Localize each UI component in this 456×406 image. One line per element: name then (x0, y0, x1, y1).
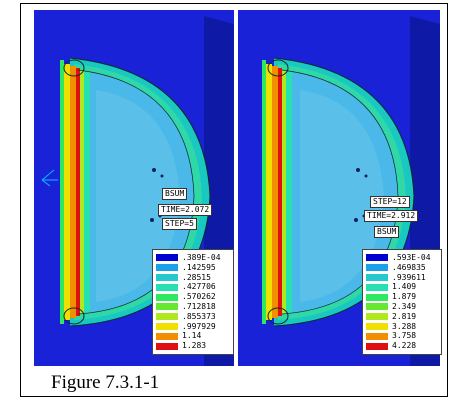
label-step: STEP=12 (370, 196, 410, 208)
dome-outline (69, 57, 211, 327)
bottom-hinge (267, 307, 289, 325)
figure-frame: BSUM TIME=2.072 STEP=5 .389E-04 .142595 … (20, 3, 448, 397)
dome-outline (273, 57, 415, 327)
legend-row: 2.349 (366, 302, 438, 312)
legend-row: .469835 (366, 263, 438, 273)
label-bsum: BSUM (162, 188, 188, 200)
figure-caption: Figure 7.3.1-1 (51, 372, 160, 393)
band-green (262, 60, 266, 324)
legend-row: .427706 (156, 282, 230, 292)
label-step: STEP=5 (162, 218, 197, 230)
bottom-hinge (63, 307, 85, 325)
band-orange (70, 66, 76, 318)
band-teal (286, 72, 292, 312)
label-time: TIME=2.072 (158, 204, 213, 216)
contour-plot-left: BSUM TIME=2.072 STEP=5 .389E-04 .142595 … (34, 10, 234, 366)
band-teal (84, 72, 90, 312)
legend-row: .939611 (366, 273, 438, 283)
legend-row: .712818 (156, 302, 230, 312)
contour-legend-right: .593E-04 .469835 .939611 1.409 1.879 2.3… (362, 249, 442, 355)
top-hinge (63, 59, 85, 77)
band-lime (282, 70, 286, 314)
legend-row: 3.288 (366, 322, 438, 332)
legend-row: 1.283 (156, 341, 230, 351)
band-orange (272, 66, 278, 318)
legend-row: 1.879 (366, 292, 438, 302)
axis-triad-icon (41, 169, 58, 187)
legend-row: .142595 (156, 263, 230, 273)
legend-row: .593E-04 (366, 253, 438, 263)
contour-plot-right: STEP=12 TIME=2.912 BSUM .593E-04 .469835… (238, 10, 442, 366)
legend-row: 1.409 (366, 282, 438, 292)
label-time: TIME=2.912 (364, 210, 419, 222)
band-green (60, 60, 64, 324)
top-hinge (267, 59, 289, 77)
legend-row: .997929 (156, 322, 230, 332)
legend-row: 2.819 (366, 312, 438, 322)
legend-row: .570262 (156, 292, 230, 302)
contour-legend-left: .389E-04 .142595 .28515 .427706 .570262 … (152, 249, 234, 355)
legend-row: .28515 (156, 273, 230, 283)
band-yellow (64, 64, 70, 320)
band-red (278, 68, 282, 316)
legend-row: 4.228 (366, 341, 438, 351)
legend-row: 1.14 (156, 331, 230, 341)
label-bsum: BSUM (374, 226, 400, 238)
band-red (76, 68, 80, 316)
band-lime (80, 70, 84, 314)
dome-inner-outline (77, 69, 195, 315)
legend-row: 3.758 (366, 331, 438, 341)
band-yellow (266, 64, 272, 320)
legend-row: .855373 (156, 312, 230, 322)
legend-row: .389E-04 (156, 253, 230, 263)
